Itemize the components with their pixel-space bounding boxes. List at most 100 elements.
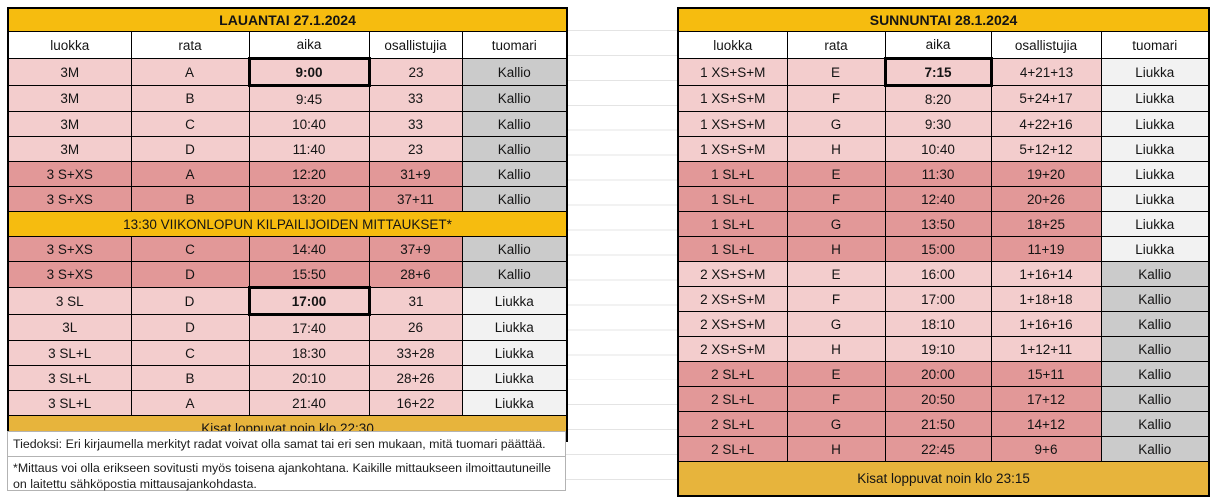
rata-cell: G (786, 111, 886, 137)
table-footer-row: Kisat loppuvat noin klo 23:15 (677, 461, 1210, 497)
osallistujia-cell: 16+22 (368, 390, 463, 416)
column-header-luokka: luokka (7, 31, 132, 59)
tuomari-cell: Kallio (461, 136, 568, 162)
rata-cell: E (786, 161, 886, 187)
osallistujia-cell: 4+22+16 (990, 111, 1102, 137)
rata-cell: B (130, 365, 250, 391)
luokka-cell: 3 SL+L (7, 390, 132, 416)
luokka-cell: 3M (7, 111, 132, 137)
tuomari-cell: Kallio (461, 261, 568, 288)
schedule-row: 1 XS+S+M E 7:15 4+21+13 Liukka (677, 57, 1210, 87)
aika-cell: 9:45 (248, 85, 370, 112)
aika-cell: 13:20 (248, 186, 370, 212)
aika-cell: 8:20 (884, 85, 992, 112)
luokka-cell: 2 SL+L (677, 386, 788, 412)
schedule-row: 3 S+XS C 14:40 37+9 Kallio (7, 236, 568, 262)
schedule-row: 2 XS+S+M H 19:10 1+12+11 Kallio (677, 336, 1210, 362)
luokka-cell: 3 SL+L (7, 365, 132, 391)
luokka-cell: 3 S+XS (7, 261, 132, 288)
osallistujia-cell: 28+6 (368, 261, 463, 288)
schedule-row: 3 SL+L A 21:40 16+22 Liukka (7, 390, 568, 416)
aika-cell: 11:30 (884, 161, 992, 187)
tuomari-cell: Kallio (1100, 386, 1210, 412)
column-header-rata: rata (786, 31, 886, 59)
luokka-cell: 3 S+XS (7, 236, 132, 262)
luokka-cell: 1 SL+L (677, 161, 788, 187)
schedule-row: 1 SL+L E 11:30 19+20 Liukka (677, 161, 1210, 187)
tuomari-cell: Liukka (1100, 186, 1210, 212)
rata-cell: A (130, 390, 250, 416)
schedule-row: 1 SL+L F 12:40 20+26 Liukka (677, 186, 1210, 212)
aika-cell: 20:50 (884, 386, 992, 412)
luokka-cell: 2 SL+L (677, 436, 788, 462)
aika-cell: 9:00 (247, 57, 371, 87)
schedule-row: 3M B 9:45 33 Kallio (7, 85, 568, 112)
sunday-title: SUNNUNTAI 28.1.2024 (677, 7, 1210, 32)
luokka-cell: 3M (7, 58, 132, 86)
schedule-row: 2 SL+L F 20:50 17+12 Kallio (677, 386, 1210, 412)
tuomari-cell: Kallio (1100, 411, 1210, 437)
osallistujia-cell: 15+11 (990, 361, 1102, 387)
schedule-row: 2 SL+L E 20:00 15+11 Kallio (677, 361, 1210, 387)
tuomari-cell: Liukka (1100, 136, 1210, 162)
rata-cell: A (130, 58, 250, 86)
rata-cell: F (786, 386, 886, 412)
schedule-row: 3L D 17:40 26 Liukka (7, 314, 568, 341)
aika-cell: 16:00 (884, 261, 992, 287)
rata-cell: A (130, 161, 250, 187)
luokka-cell: 3 S+XS (7, 186, 132, 212)
luokka-cell: 1 SL+L (677, 211, 788, 237)
luokka-cell: 1 SL+L (677, 186, 788, 212)
schedule-row: 1 XS+S+M F 8:20 5+24+17 Liukka (677, 85, 1210, 112)
osallistujia-cell: 31 (368, 287, 463, 315)
osallistujia-cell: 23 (368, 136, 463, 162)
aika-cell: 15:00 (884, 236, 992, 262)
tuomari-cell: Kallio (461, 111, 568, 137)
schedule-row: 3 S+XS D 15:50 28+6 Kallio (7, 261, 568, 288)
schedule-row: 3M A 9:00 23 Kallio (7, 57, 568, 87)
rata-cell: C (130, 340, 250, 366)
schedule-row: 3 SL+L C 18:30 33+28 Liukka (7, 340, 568, 366)
aika-cell: 17:00 (884, 286, 992, 312)
saturday-schedule-table: LAUANTAI 27.1.2024 luokka rata aika osallis… (7, 7, 569, 442)
rata-cell: F (786, 85, 886, 112)
aika-cell: 21:50 (884, 411, 992, 437)
column-header-aika: aika (884, 31, 992, 59)
tuomari-cell: Liukka (1100, 211, 1210, 237)
luokka-cell: 3 SL+L (7, 340, 132, 366)
tuomari-cell: Kallio (1100, 361, 1210, 387)
luokka-cell: 2 XS+S+M (677, 336, 788, 362)
aika-cell: 19:10 (884, 336, 992, 362)
table-title-row: SUNNUNTAI 28.1.2024 (677, 7, 1210, 32)
osallistujia-cell: 1+16+16 (990, 311, 1102, 337)
luokka-cell: 2 SL+L (677, 411, 788, 437)
rata-cell: D (130, 287, 250, 315)
rata-cell: C (130, 236, 250, 262)
luokka-cell: 3M (7, 85, 132, 112)
osallistujia-cell: 28+26 (368, 365, 463, 391)
schedule-row: 2 XS+S+M G 18:10 1+16+16 Kallio (677, 311, 1210, 337)
aika-cell: 18:30 (248, 340, 370, 366)
column-header-tuomari: tuomari (1100, 31, 1210, 59)
sunday-schedule-table: SUNNUNTAI 28.1.2024 luokka rata aika osalli… (677, 7, 1211, 497)
osallistujia-cell: 26 (368, 314, 463, 341)
tuomari-cell: Liukka (1100, 85, 1210, 112)
aika-cell: 21:40 (248, 390, 370, 416)
aika-cell: 14:40 (248, 236, 370, 262)
tuomari-cell: Kallio (1100, 261, 1210, 287)
column-header-osallistujia: osallistujia (990, 31, 1102, 59)
luokka-cell: 2 XS+S+M (677, 286, 788, 312)
tuomari-cell: Kallio (461, 236, 568, 262)
tuomari-cell: Kallio (1100, 286, 1210, 312)
osallistujia-cell: 23 (368, 58, 463, 86)
tuomari-cell: Kallio (1100, 436, 1210, 462)
rata-cell: H (786, 236, 886, 262)
osallistujia-cell: 5+12+12 (990, 136, 1102, 162)
schedule-row: 1 SL+L H 15:00 11+19 Liukka (677, 236, 1210, 262)
tuomari-cell: Liukka (1100, 161, 1210, 187)
luokka-cell: 1 SL+L (677, 236, 788, 262)
aika-cell: 7:15 (883, 57, 993, 87)
aika-cell: 9:30 (884, 111, 992, 137)
tuomari-cell: Kallio (461, 161, 568, 187)
luokka-cell: 2 SL+L (677, 361, 788, 387)
